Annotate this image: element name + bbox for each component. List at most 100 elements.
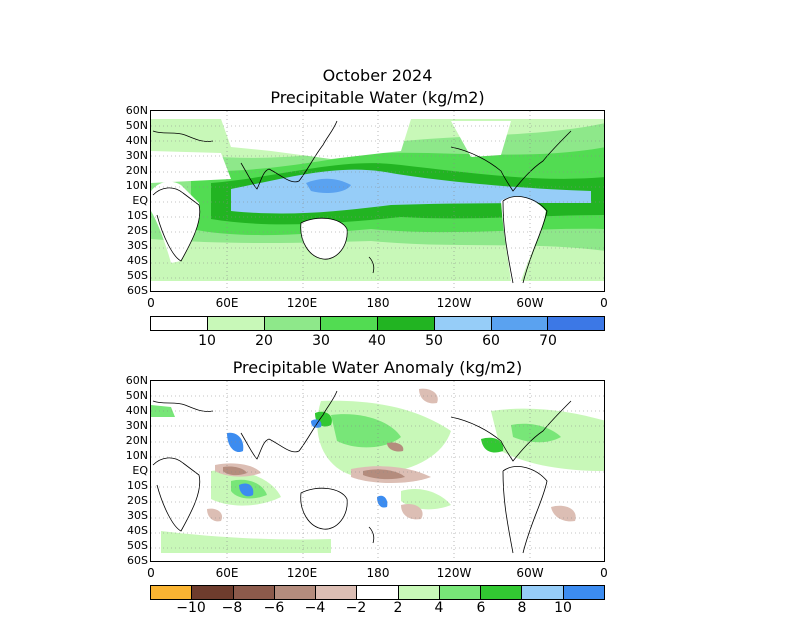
top-colorbar-label: 30 xyxy=(312,333,330,349)
top-colorbar-label: 70 xyxy=(539,333,557,349)
coastline-india xyxy=(240,432,270,460)
asia-dry xyxy=(221,119,411,159)
top-lat-label: 60S xyxy=(127,284,148,297)
anomaly-very-strong-positive xyxy=(227,419,388,508)
top-lon-label: 0 xyxy=(147,296,155,310)
bottom-colorbar-segment xyxy=(151,586,193,599)
top-lat-label: 50S xyxy=(127,269,148,282)
bottom-title: Precipitable Water Anomaly (kg/m2) xyxy=(232,358,523,377)
top-colorbar-label: 10 xyxy=(198,333,216,349)
top-title-variable: Precipitable Water (kg/m2) xyxy=(270,88,485,107)
top-lon-label: 0 xyxy=(600,296,608,310)
top-colorbar-segment xyxy=(434,317,492,330)
top-lat-label: 10N xyxy=(125,179,148,192)
bottom-map-panel xyxy=(150,380,605,562)
top-colorbar-segment xyxy=(548,317,604,330)
bottom-lat-label: 50N xyxy=(125,389,148,402)
bottom-lat-label: 10N xyxy=(125,449,148,462)
bottom-lat-label: 40S xyxy=(127,524,148,537)
top-colorbar-segment xyxy=(207,317,265,330)
bottom-lat-label: 30S xyxy=(127,509,148,522)
coastline-asia xyxy=(268,120,338,183)
bottom-colorbar-segment xyxy=(316,586,358,599)
top-lat-label: EQ xyxy=(132,194,148,207)
top-colorbar-segment xyxy=(491,317,549,330)
bottom-lon-label: 120E xyxy=(286,566,318,580)
bottom-lon-label: 60W xyxy=(516,566,544,580)
bottom-lon-label: 0 xyxy=(600,566,608,580)
bottom-lat-label: 10S xyxy=(127,479,148,492)
south-america-land xyxy=(501,196,546,281)
coastline-africa xyxy=(152,457,201,532)
bottom-lon-label: 0 xyxy=(147,566,155,580)
bottom-colorbar-label: 6 xyxy=(476,600,486,616)
top-colorbar-segment xyxy=(321,317,378,330)
coastline-australia xyxy=(300,217,348,260)
coastline-new-zealand xyxy=(368,526,375,544)
coastline-north-america xyxy=(450,130,572,192)
bottom-colorbar-segment xyxy=(233,586,275,599)
bottom-colorbar-segment xyxy=(481,586,523,599)
southern-dry xyxy=(151,281,604,291)
bottom-colorbar-label: −10 xyxy=(176,600,206,616)
top-lat-label: 30N xyxy=(125,149,148,162)
top-lat-label: 10S xyxy=(127,209,148,222)
australia-land xyxy=(300,218,348,260)
bottom-lon-label: 60E xyxy=(215,566,239,580)
bottom-lat-label: 60N xyxy=(125,374,148,387)
coastline-india xyxy=(240,162,270,190)
bottom-colorbar-segment xyxy=(192,586,234,599)
coastline-australia xyxy=(300,487,348,530)
bottom-lat-label: 20S xyxy=(127,494,148,507)
bottom-colorbar-label: −4 xyxy=(304,600,326,616)
bottom-colorbar-segment xyxy=(357,586,399,599)
bottom-colorbar-segment xyxy=(398,586,440,599)
bottom-lat-label: 20N xyxy=(125,434,148,447)
top-lon-label: 120W xyxy=(436,296,472,310)
top-colorbar-label: 40 xyxy=(368,333,386,349)
coastline-north-america xyxy=(450,400,572,462)
bottom-colorbar-label: 2 xyxy=(393,600,403,616)
top-colorbar-segment xyxy=(151,317,208,330)
bottom-lat-label: 40N xyxy=(125,404,148,417)
bottom-colorbar-label: 4 xyxy=(434,600,444,616)
top-lat-label: 20S xyxy=(127,224,148,237)
top-colorbar-segment xyxy=(264,317,322,330)
top-map-field xyxy=(151,111,604,291)
top-lat-label: 30S xyxy=(127,239,148,252)
anomaly-moderate-negative xyxy=(223,442,405,480)
coastline-south-america xyxy=(502,196,548,284)
north-america-dry xyxy=(451,121,511,157)
bottom-lon-label: 180 xyxy=(366,566,390,580)
top-colorbar-label: 60 xyxy=(482,333,500,349)
top-lat-label: 60N xyxy=(125,104,148,117)
bottom-colorbar-segment xyxy=(439,586,482,599)
top-lat-label: 50N xyxy=(125,119,148,132)
top-lat-label: 20N xyxy=(125,164,148,177)
sahara-dry xyxy=(151,151,231,183)
bottom-lat-label: 60S xyxy=(127,554,148,567)
bottom-lon-label: 120W xyxy=(436,566,472,580)
bottom-colorbar-segment xyxy=(522,586,564,599)
bottom-lat-label: 50S xyxy=(127,539,148,552)
field-blue xyxy=(306,178,351,193)
top-lat-label: 40N xyxy=(125,134,148,147)
bottom-colorbar-segment xyxy=(563,586,604,599)
coastline-asia xyxy=(268,390,338,453)
top-lon-label: 60E xyxy=(215,296,239,310)
coastline-europe xyxy=(152,400,214,412)
bottom-colorbar-label: −8 xyxy=(221,600,243,616)
coastline-africa xyxy=(152,187,201,262)
bottom-lat-label: 30N xyxy=(125,419,148,432)
bottom-colorbar-label: −2 xyxy=(345,600,367,616)
bottom-colorbar xyxy=(150,585,605,600)
top-map-panel xyxy=(150,110,605,292)
top-lon-label: 120E xyxy=(286,296,318,310)
bottom-map-field xyxy=(151,381,604,561)
coastline-europe xyxy=(152,130,214,142)
coastline-south-america xyxy=(502,466,548,554)
top-colorbar-label: 20 xyxy=(255,333,273,349)
bottom-colorbar-label: 10 xyxy=(554,600,572,616)
top-title-month: October 2024 xyxy=(322,66,433,85)
bottom-lat-label: EQ xyxy=(132,464,148,477)
